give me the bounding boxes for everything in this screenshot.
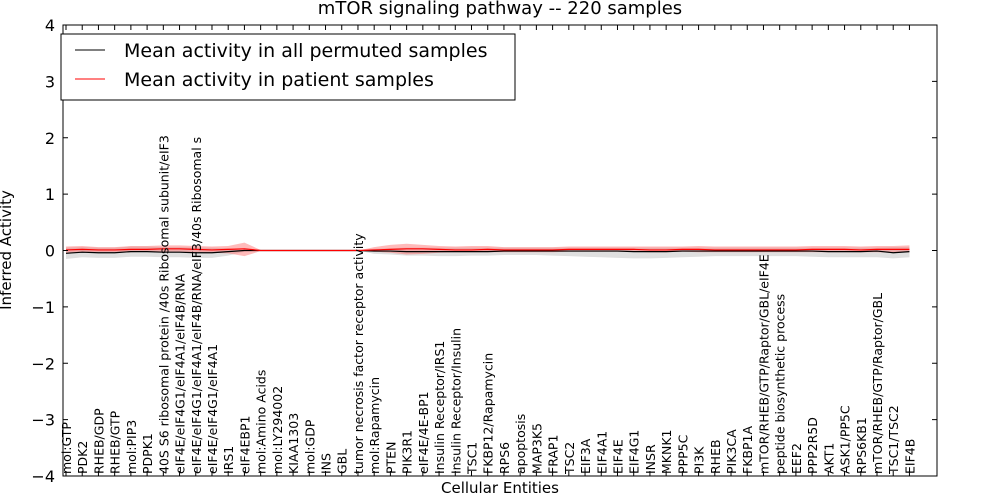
x-tick-label: eIF4E/eIF4G1/eIF4A1/eIF4B/RNA/eIF3/40s R… [189,137,204,474]
x-tick-label: PI3K [692,446,707,474]
legend: Mean activity in all permuted samples Me… [60,33,516,101]
x-axis-label: Cellular Entities [441,479,559,497]
x-tick-label: mTOR/RHEB/GTP/Raptor/GBL [870,293,885,474]
x-tick-label: PPP2R5D [805,417,820,474]
x-tick-label: MKNK1 [659,430,674,474]
y-axis: 4 3 2 1 0 −1 −2 −3 −4 [31,16,937,486]
y-tick-label: 4 [45,16,55,35]
legend-label-permuted: Mean activity in all permuted samples [124,40,487,62]
x-tick-label: TSC1 [465,442,480,475]
x-tick-label: mol:GDP [302,419,317,474]
x-tick-label: eIF4E/eIF4G1/eIF4A1 [205,344,220,474]
x-tick-label: RPS6 [497,442,512,474]
series-lines [65,248,910,254]
x-tick-label: EIF4E [610,439,625,474]
x-tick-label: PDPK1 [140,433,155,474]
x-tick-label: peptide biosynthetic process [773,294,788,474]
patient-mean-line [65,248,910,252]
x-tick-label: mol:PIP3 [124,420,139,474]
x-tick-label: tumor necrosis factor receptor activity [351,233,366,474]
legend-label-patient: Mean activity in patient samples [124,69,434,91]
x-tick-label: INS [319,453,334,474]
x-tick-label: eIF4E/eIF4G1/eIF4A1/eIF4B/RNA [173,273,188,474]
x-axis: mol:GTP PDK2 RHEB/GDP RHEB/GTP mol:PIP3 PDPK1… [59,25,917,476]
x-tick-label: EIF4G1 [627,430,642,474]
x-tick-label: Insulin Receptor/Insulin [448,328,463,474]
y-tick-label: 1 [45,185,55,204]
x-tick-label: PIK3R1 [400,430,415,474]
x-tick-label: TSC2 [562,442,577,475]
x-tick-label: EEF2 [789,443,804,474]
x-tick-label: mTOR/RHEB/GTP/Raptor/GBL/eIF4E [756,254,771,474]
x-tick-label: RHEB [708,439,723,474]
y-axis-label: Inferred Activity [0,190,15,310]
x-tick-label: MAP3K5 [529,423,544,474]
x-tick-label: EIF4B [902,439,917,474]
x-tick-label: eIF4E/4E-BP1 [416,391,431,474]
x-tick-label: mol:Amino Acids [254,370,269,474]
y-tick-label: 2 [45,129,55,148]
y-tick-label: 3 [45,72,55,91]
permuted-mean-line [65,249,910,254]
x-tick-label: IRS1 [221,446,236,474]
x-tick-label: FKBP12/Rapamycin [481,353,496,474]
x-tick-label: mol:Rapamycin [367,377,382,474]
y-tick-label: −1 [31,298,55,317]
chart-title: mTOR signaling pathway -- 220 samples [318,0,682,19]
x-tick-label: PPP5C [675,434,690,474]
x-tick-label: GBL [335,449,350,474]
x-tick-label: mol:GTP [59,422,74,474]
x-tick-label: PIK3CA [724,429,739,474]
y-tick-label: 0 [45,242,55,261]
x-tick-label: INSR [643,444,658,474]
x-tick-label: PDK2 [75,441,90,474]
x-tick-label: RHEB/GTP [108,410,123,474]
x-tick-label: mol:LY294002 [270,386,285,474]
x-tick-label: RHEB/GDP [91,408,106,474]
legend-box [60,33,516,101]
x-tick-label: ASK1/PP5C [838,405,853,474]
x-tick-label: EIF4A1 [594,431,609,474]
x-tick-label: apoptosis [513,414,528,474]
x-tick-label: KIAA1303 [286,413,301,474]
y-tick-label: −4 [31,467,55,486]
x-tick-label: eIF4EBP1 [237,416,252,474]
x-tick-label: EIF3A [578,438,593,474]
x-tick-label: PTEN [383,442,398,474]
x-tick-label: Insulin Receptor/IRS1 [432,341,447,474]
x-tick-label: TSC1/TSC2 [886,405,901,475]
y-tick-label: −3 [31,411,55,430]
x-tick-label: FKBP1A [740,426,755,474]
y-tick-label: −2 [31,354,55,373]
x-tick-label: 40S S6 ribosomal protein /40s Ribosomal … [156,135,171,474]
x-tick-label: AKT1 [821,443,836,474]
x-tick-label: RPS6KB1 [854,417,869,474]
x-tick-label: FRAP1 [546,435,561,474]
